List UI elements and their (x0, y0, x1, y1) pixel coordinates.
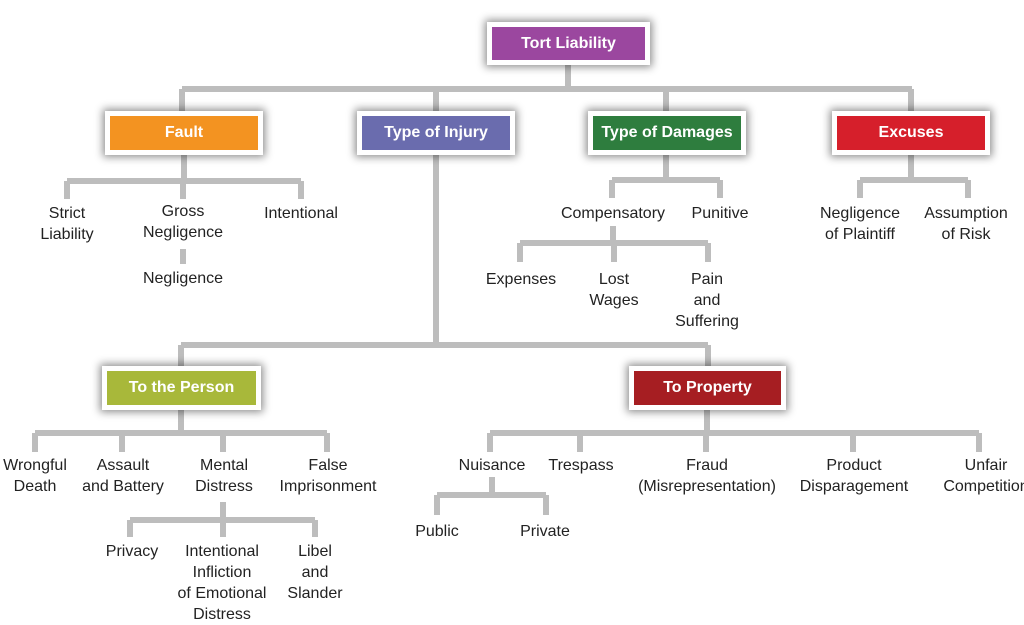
tort-liability-label: Tort Liability (521, 34, 616, 52)
tort-liability-box: Tort Liability (487, 22, 650, 65)
connector-root (179, 64, 914, 111)
negligence: Negligence (142, 270, 224, 287)
fault-box: Fault (105, 111, 263, 155)
trespass: Trespass (548, 457, 614, 474)
fraud-misrepresentation: Fraud (Misrepresentation) (638, 457, 776, 495)
to-the-person-box: To the Person (102, 366, 261, 410)
public: Public (415, 523, 459, 540)
excuses-box: Excuses (832, 111, 990, 155)
connector-excuses (857, 155, 971, 198)
unfair-competition: Unfair Competition (943, 457, 1024, 495)
assumption-of-risk: Assumption of Risk (924, 205, 1008, 243)
libel-and-slander: Libel and Slander (287, 543, 343, 602)
false-imprisonment: False Imprisonment (279, 457, 377, 495)
private: Private (520, 523, 570, 540)
lost-wages: Lost Wages (589, 271, 639, 309)
type-of-injury-label: Type of Injury (384, 124, 488, 141)
assault-and-battery: Assault and Battery (82, 457, 164, 495)
to-property-label: To Property (663, 379, 752, 396)
pain-and-suffering: Pain and Suffering (675, 271, 739, 330)
wrongful-death: Wrongful Death (3, 457, 67, 495)
connector-injury (178, 155, 711, 366)
negligence-of-plaintiff: Negligence of Plaintiff (819, 205, 901, 243)
intentional-infliction-of-emotional-distress: Intentional Infliction of Emotional Dist… (177, 543, 267, 623)
gross-negligence: Gross Negligence (142, 203, 224, 241)
expenses: Expenses (485, 271, 557, 288)
to-property-box: To Property (629, 366, 786, 410)
connector-damages (517, 155, 723, 262)
compensatory: Compensatory (560, 205, 666, 222)
type-of-damages-box: Type of Damages (588, 111, 746, 155)
connector-person (32, 410, 330, 537)
fault-label: Fault (164, 124, 204, 141)
type-of-injury-box: Type of Injury (357, 111, 515, 155)
to-the-person-label: To the Person (128, 379, 235, 396)
connector-fault (64, 155, 304, 264)
punitive: Punitive (691, 205, 749, 222)
excuses-label: Excuses (878, 124, 944, 141)
connector-property (434, 410, 982, 515)
privacy: Privacy (105, 543, 159, 560)
type-of-damages-label: Type of Damages (601, 124, 733, 141)
nuisance: Nuisance (458, 457, 526, 474)
mental-distress: Mental Distress (195, 457, 253, 495)
product-disparagement: Product Disparagement (799, 457, 909, 495)
intentional: Intentional (264, 205, 338, 222)
strict-liability: Strict Liability (40, 205, 94, 243)
